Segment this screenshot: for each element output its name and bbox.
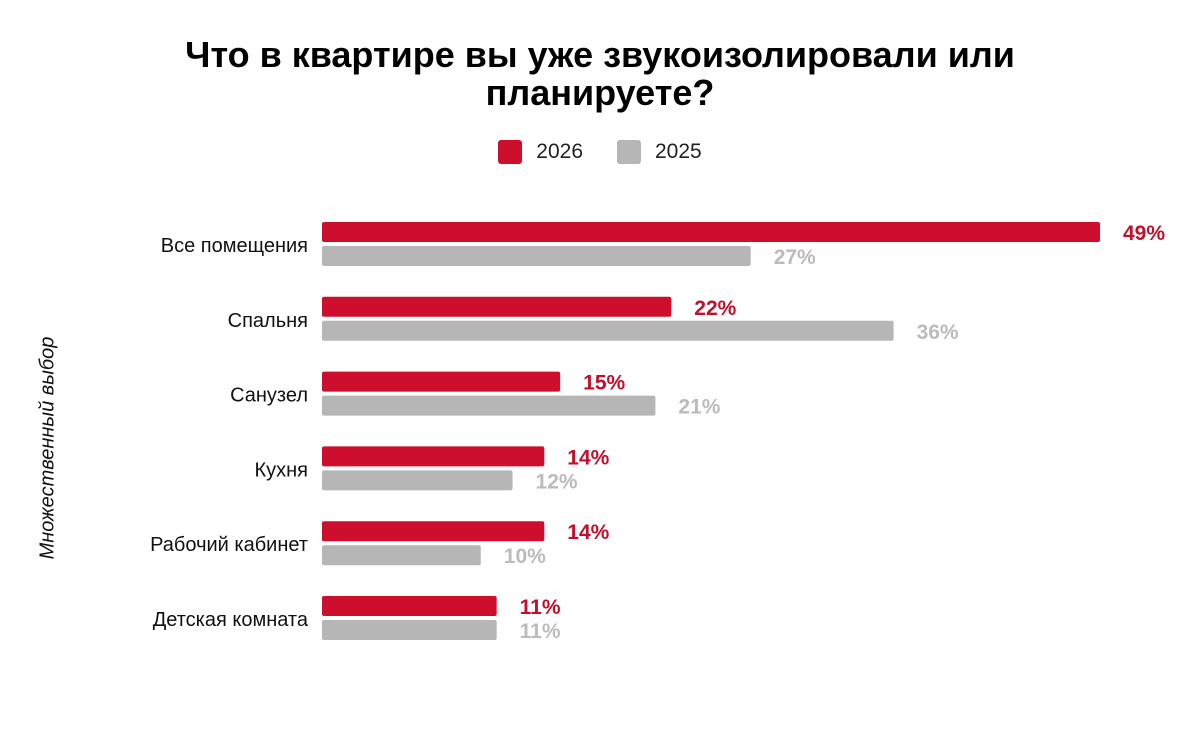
data-label-2025: 21% bbox=[678, 396, 720, 419]
legend-swatch-2025 bbox=[617, 140, 641, 164]
bar-2026 bbox=[322, 446, 545, 467]
bar-2026 bbox=[322, 521, 545, 542]
data-label-2026: 14% bbox=[567, 521, 609, 544]
data-label-2025: 10% bbox=[504, 545, 546, 568]
category-label: Спальня bbox=[228, 310, 308, 332]
bar-2026 bbox=[322, 371, 561, 392]
bar-2025 bbox=[322, 470, 513, 491]
data-label-2026: 22% bbox=[694, 297, 736, 320]
data-label-2026: 14% bbox=[567, 446, 609, 469]
title-line-1: Что в квартире вы уже звукоизолировали и… bbox=[185, 34, 1015, 75]
bar-2025 bbox=[322, 395, 656, 416]
bar-2025 bbox=[322, 320, 894, 341]
title-line-2: планируете? bbox=[485, 72, 715, 113]
bar-2026 bbox=[322, 296, 672, 317]
legend-label-2025: 2025 bbox=[655, 140, 702, 163]
category-label: Детская комната bbox=[153, 609, 309, 631]
data-label-2025: 12% bbox=[536, 470, 578, 493]
bar-2026 bbox=[322, 222, 1100, 242]
legend-swatch-2026 bbox=[498, 140, 523, 164]
legend-label-2026: 2026 bbox=[536, 140, 583, 163]
category-label: Кухня bbox=[254, 459, 308, 481]
bar-2025 bbox=[322, 246, 751, 266]
chart-title: Что в квартире вы уже звукоизолировали и… bbox=[0, 36, 1200, 112]
data-label-2026: 49% bbox=[1123, 222, 1165, 245]
category-label: Все помещения bbox=[161, 235, 308, 257]
bar-2025 bbox=[322, 545, 481, 566]
data-label-2025: 36% bbox=[917, 321, 959, 344]
bar-2025 bbox=[322, 620, 497, 640]
category-label: Рабочий кабинет bbox=[150, 534, 308, 556]
legend-item-2026: 2026 bbox=[498, 140, 583, 164]
data-label-2025: 27% bbox=[774, 246, 816, 269]
bar-2026 bbox=[322, 596, 497, 616]
legend-item-2025: 2025 bbox=[617, 140, 702, 164]
legend: 2026 2025 bbox=[0, 140, 1200, 164]
data-label-2026: 15% bbox=[583, 372, 625, 395]
data-label-2025: 11% bbox=[520, 620, 561, 643]
category-label: Санузел bbox=[230, 385, 308, 407]
data-label-2026: 11% bbox=[520, 596, 561, 619]
